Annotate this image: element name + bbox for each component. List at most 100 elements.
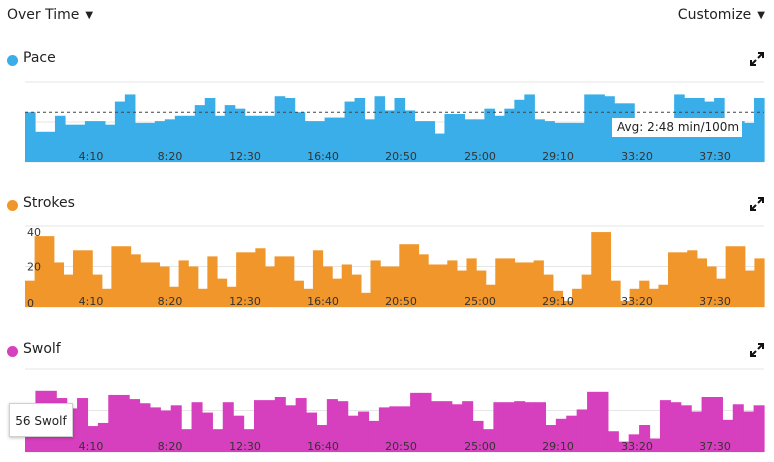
strokes-bar [428, 264, 439, 307]
strokes-bar [476, 270, 487, 307]
strokes-bar [552, 290, 564, 307]
strokes-bar [370, 260, 381, 307]
pace-bar [394, 98, 406, 162]
strokes-bar [437, 264, 448, 307]
swolf-bar [160, 410, 172, 452]
pace-bar [744, 122, 755, 162]
swolf-bar [97, 422, 109, 452]
pace-bar [374, 96, 386, 162]
pace-bar [114, 101, 126, 162]
swolf-bar [462, 401, 474, 452]
pace-bar [484, 108, 495, 162]
x-tick-label: 37:30 [699, 295, 731, 308]
strokes-bar [524, 262, 535, 307]
expand-icon[interactable] [750, 197, 764, 211]
x-tick-label: 29:10 [542, 295, 574, 308]
strokes-bar [303, 288, 314, 307]
pace-header: Pace [0, 49, 774, 71]
expand-icon[interactable] [750, 343, 764, 357]
strokes-bar [629, 288, 640, 307]
swolf-bar [555, 418, 567, 452]
pace-bar [364, 119, 376, 162]
strokes-bar [53, 262, 64, 307]
pace-bar [354, 98, 366, 162]
swolf-bar [201, 412, 213, 452]
strokes-bar [389, 266, 400, 307]
strokes-bar [168, 286, 180, 307]
swolf-bar [139, 403, 151, 452]
swolf-bar [691, 411, 703, 452]
swolf-bar [430, 401, 442, 452]
pace-bar [324, 117, 336, 162]
strokes-bar [92, 274, 103, 307]
strokes-legend-dot [7, 200, 18, 211]
swolf-tooltip: 56 Swolf [9, 403, 73, 437]
x-tick-label: 12:30 [229, 295, 261, 308]
swolf-bar [576, 409, 588, 452]
expand-icon[interactable] [750, 52, 764, 66]
x-tick-label: 33:20 [621, 150, 653, 163]
strokes-bar [360, 292, 372, 307]
swolf-bar [222, 402, 234, 452]
strokes-bar [456, 270, 468, 307]
swolf-bar [722, 419, 734, 452]
strokes-bar [312, 250, 324, 307]
swolf-chart: 4:10 8:20 12:30 16:40 20:50 25:00 29:10 33:20 37… [25, 368, 765, 453]
swolf-bar [191, 402, 203, 452]
strokes-bar [514, 262, 525, 307]
strokes-bar [504, 258, 516, 307]
strokes-bar [485, 284, 496, 307]
pace-bar [304, 121, 316, 162]
swolf-bar [649, 438, 661, 452]
strokes-bar [380, 266, 391, 307]
strokes-bar [149, 262, 160, 307]
swolf-bar [378, 407, 390, 452]
pace-bar [164, 119, 176, 162]
swolf-bar [451, 404, 463, 452]
swolf-bar [181, 429, 193, 452]
swolf-bar [358, 411, 370, 452]
pace-legend-dot [7, 55, 18, 66]
strokes-bar [658, 284, 669, 307]
swolf-bar [743, 411, 755, 452]
pace-bar [254, 115, 266, 162]
pace-bar [244, 115, 256, 162]
pace-bar [734, 121, 745, 162]
swolf-bar [680, 405, 692, 452]
swolf-bar [587, 391, 599, 452]
strokes-bar [101, 288, 112, 307]
swolf-legend-dot [7, 346, 18, 357]
pace-bar [284, 98, 296, 162]
pace-bar [264, 115, 276, 162]
pace-bar [144, 122, 156, 162]
x-tick-label: 25:00 [464, 150, 496, 163]
x-tick-label: 20:50 [385, 295, 417, 308]
pace-bar [214, 115, 226, 162]
x-tick-label: 16:40 [307, 150, 339, 163]
strokes-bar [495, 258, 506, 307]
view-dropdown[interactable]: Over Time ▼ [7, 7, 93, 23]
pace-bar [444, 114, 456, 162]
pace-bar [534, 119, 545, 162]
x-tick-label: 33:20 [621, 295, 653, 308]
x-tick-label: 12:30 [229, 440, 261, 453]
strokes-bar [706, 266, 717, 307]
swolf-bar [639, 425, 651, 452]
swolf-bar [618, 441, 630, 453]
pace-bar [224, 105, 236, 162]
pace-bar [494, 115, 505, 162]
x-tick-label: 8:20 [158, 150, 183, 163]
swolf-bar [274, 397, 286, 452]
customize-dropdown[interactable]: Customize ▼ [678, 7, 765, 23]
pace-bar [504, 108, 515, 162]
swolf-bar [503, 402, 515, 452]
strokes-bar [716, 278, 727, 307]
swolf-bar [659, 400, 671, 453]
swolf-bar [670, 402, 682, 452]
strokes-bar [533, 260, 544, 307]
strokes-bar [639, 280, 650, 307]
x-tick-label: 12:30 [229, 150, 261, 163]
strokes-bar [111, 246, 122, 307]
pace-bar [414, 121, 426, 162]
pace-bar [314, 121, 326, 162]
